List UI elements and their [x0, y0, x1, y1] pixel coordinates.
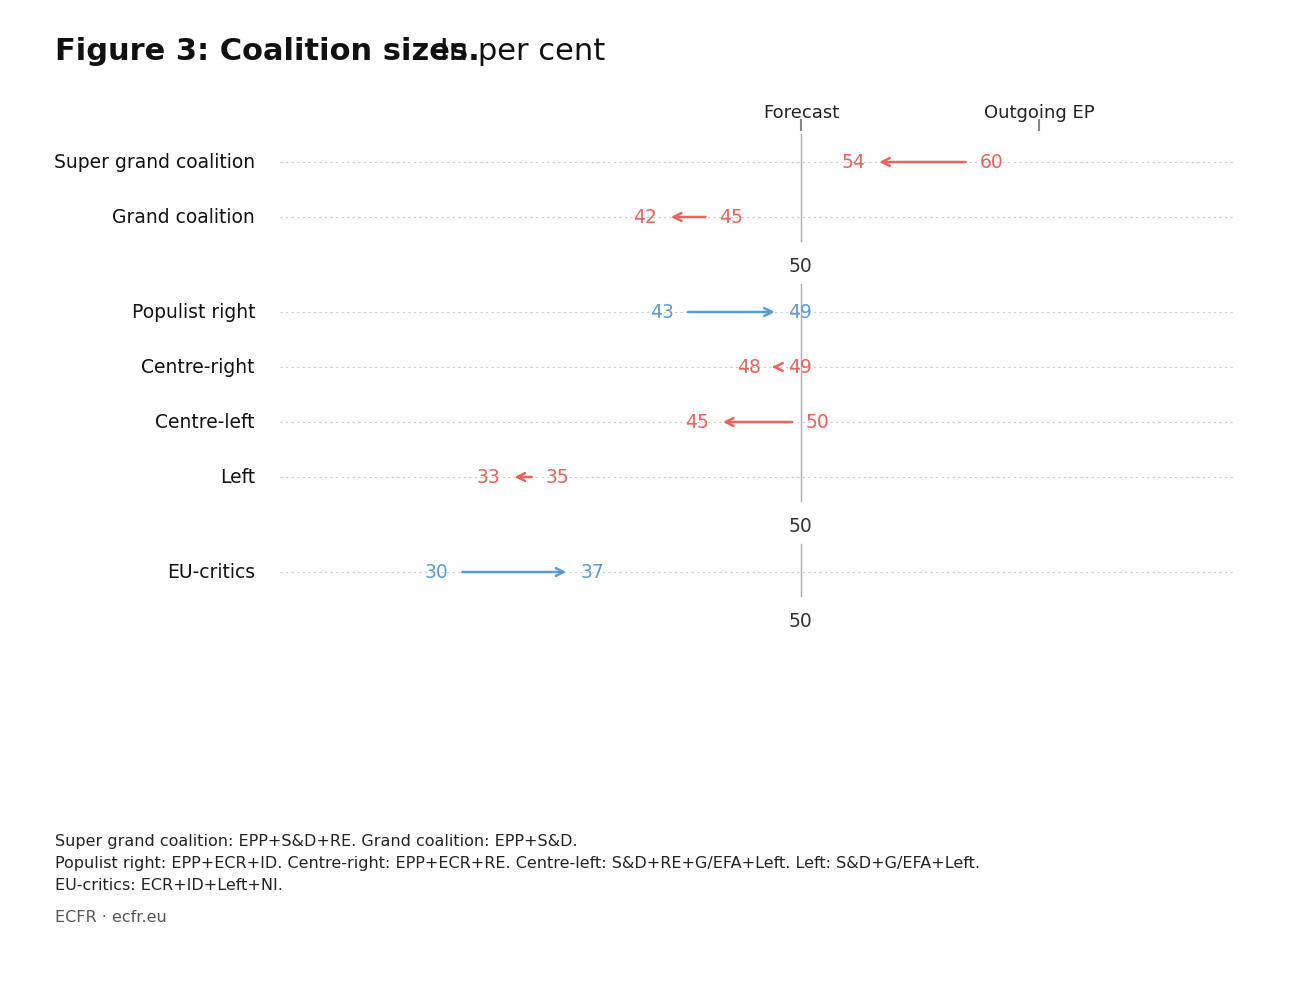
Text: 33: 33: [477, 467, 500, 486]
Text: 30: 30: [425, 563, 448, 581]
Text: 50: 50: [789, 612, 812, 631]
Text: 45: 45: [685, 412, 708, 431]
Text: Centre-left: Centre-left: [156, 412, 255, 431]
Text: EU-critics: EU-critics: [166, 563, 255, 581]
Text: Centre-right: Centre-right: [142, 357, 255, 376]
Text: 43: 43: [650, 302, 675, 321]
Text: 45: 45: [719, 207, 744, 227]
Text: Forecast: Forecast: [763, 104, 838, 122]
Text: 60: 60: [979, 152, 1004, 172]
Text: In per cent: In per cent: [430, 37, 606, 66]
Text: ECFR · ecfr.eu: ECFR · ecfr.eu: [55, 910, 166, 925]
Text: Figure 3: Coalition sizes.: Figure 3: Coalition sizes.: [55, 37, 480, 66]
Text: Super grand coalition: Super grand coalition: [53, 152, 255, 172]
Text: Super grand coalition: EPP+S&D+RE. Grand coalition: EPP+S&D.: Super grand coalition: EPP+S&D+RE. Grand…: [55, 834, 577, 849]
Text: 49: 49: [789, 357, 812, 376]
Text: 42: 42: [633, 207, 656, 227]
Text: 50: 50: [806, 412, 829, 431]
Text: 54: 54: [841, 152, 866, 172]
Text: Populist right: EPP+ECR+ID. Centre-right: EPP+ECR+RE. Centre-left: S&D+RE+G/EFA+: Populist right: EPP+ECR+ID. Centre-right…: [55, 856, 980, 871]
Text: 50: 50: [789, 517, 812, 536]
Text: 49: 49: [789, 302, 812, 321]
Text: Outgoing EP: Outgoing EP: [984, 104, 1095, 122]
Text: EU-critics: ECR+ID+Left+NI.: EU-critics: ECR+ID+Left+NI.: [55, 878, 283, 893]
Text: Grand coalition: Grand coalition: [112, 207, 255, 227]
Text: 37: 37: [580, 563, 604, 581]
Text: 48: 48: [737, 357, 762, 376]
Text: 50: 50: [789, 257, 812, 276]
Text: Populist right: Populist right: [131, 302, 255, 321]
Text: Left: Left: [220, 467, 255, 486]
Text: 35: 35: [546, 467, 569, 486]
